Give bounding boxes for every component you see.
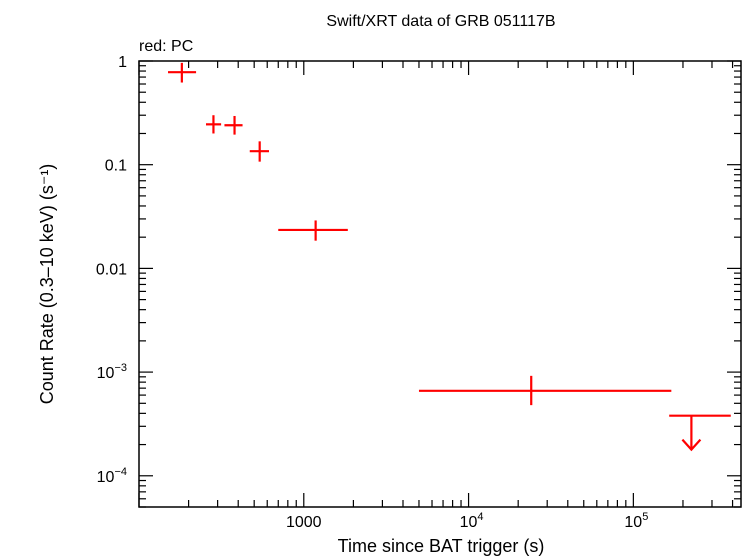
chart-annotation: red: PC — [139, 38, 193, 55]
data-point — [224, 115, 243, 135]
y-tick-label: 1 — [118, 54, 127, 71]
y-tick-label: 0.01 — [96, 261, 127, 278]
y-tick-label: 10−3 — [97, 362, 127, 382]
axis-ticks — [138, 60, 741, 508]
x-tick-label: 104 — [460, 511, 484, 531]
upper-limit-arrow-head — [681, 438, 702, 452]
upper-limit — [669, 414, 731, 452]
data-point — [418, 375, 672, 406]
axis-tick-labels: 1000 104 105 1 0.1 0.01 10−3 10−4 — [96, 54, 648, 531]
data-points — [168, 62, 731, 452]
data-point — [205, 115, 222, 134]
plot-frame — [138, 60, 742, 508]
data-point — [278, 220, 348, 241]
chart-title: Swift/XRT data of GRB 051117B — [326, 13, 555, 30]
y-tick-label: 10−4 — [97, 466, 127, 486]
x-axis-label: Time since BAT trigger (s) — [338, 536, 545, 556]
x-tick-label: 105 — [624, 511, 648, 531]
y-tick-label: 0.1 — [105, 158, 127, 175]
data-point — [168, 62, 197, 83]
data-point — [249, 141, 269, 162]
x-tick-label: 1000 — [286, 514, 322, 531]
y-axis-label: Count Rate (0.3–10 keV) (s⁻¹) — [37, 164, 57, 405]
